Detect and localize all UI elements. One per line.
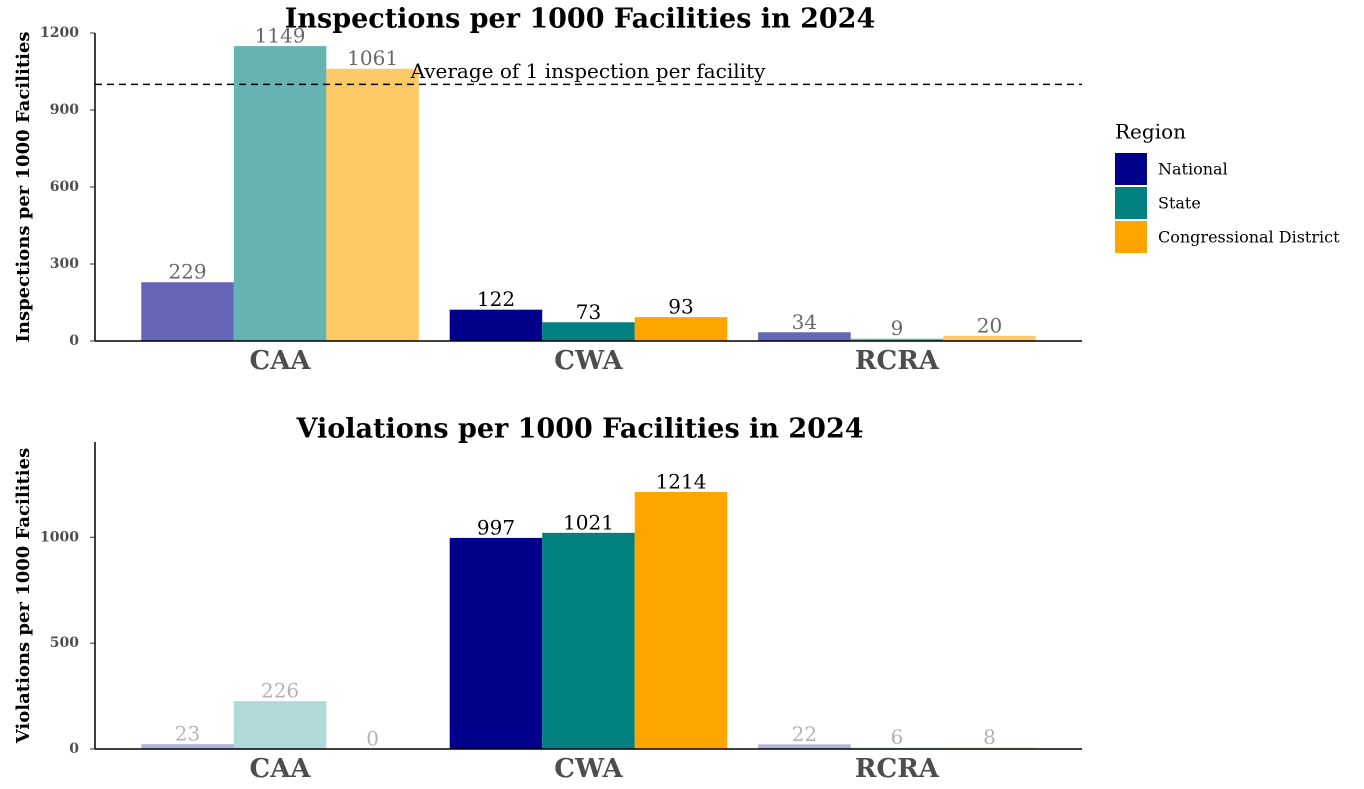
legend-label: National <box>1158 160 1228 179</box>
y-tick-label: 0 <box>69 741 79 757</box>
value-label: 23 <box>175 722 200 746</box>
value-label: 1061 <box>347 46 398 70</box>
bar <box>943 747 1036 749</box>
legend-swatch <box>1115 153 1147 185</box>
value-label: 9 <box>891 316 904 340</box>
chart-title: Violations per 1000 Facilities in 2024 <box>295 414 863 445</box>
y-tick-label: 1000 <box>40 529 79 545</box>
value-label: 997 <box>477 515 515 539</box>
value-label: 1021 <box>563 510 614 534</box>
bar <box>449 309 543 341</box>
y-axis-title: Violations per 1000 Facilities <box>13 448 34 744</box>
x-tick-label: CWA <box>554 346 623 376</box>
bar <box>449 537 543 749</box>
y-tick-label: 600 <box>50 179 79 195</box>
value-label: 1149 <box>255 24 306 48</box>
legend-label: Congressional District <box>1158 228 1340 247</box>
value-label: 73 <box>576 300 601 324</box>
y-tick-label: 900 <box>50 102 79 118</box>
bar <box>634 491 728 749</box>
bar <box>758 332 851 341</box>
value-label: 20 <box>977 313 1002 337</box>
bar <box>758 744 851 749</box>
y-axis-title: Inspections per 1000 Facilities <box>13 31 34 342</box>
reference-label: Average of 1 inspection per facility <box>410 59 767 83</box>
x-tick-label: RCRA <box>855 346 940 376</box>
legend-swatch <box>1115 221 1147 253</box>
bar <box>233 46 327 342</box>
value-label: 122 <box>477 287 515 311</box>
legend-swatch <box>1115 187 1147 219</box>
value-label: 34 <box>792 310 817 334</box>
bar <box>542 322 635 341</box>
bar <box>850 338 944 341</box>
legend-title: Region <box>1115 120 1186 144</box>
y-tick-label: 300 <box>50 256 79 272</box>
legend-label: State <box>1158 194 1201 213</box>
value-label: 8 <box>983 725 996 749</box>
value-label: 93 <box>668 295 693 319</box>
value-label: 1214 <box>656 469 707 493</box>
bar <box>233 701 327 749</box>
value-label: 0 <box>366 727 379 751</box>
value-label: 22 <box>792 722 817 746</box>
bar <box>326 68 419 341</box>
x-tick-label: CAA <box>250 346 312 376</box>
bar <box>542 532 635 749</box>
y-tick-label: 500 <box>50 635 79 651</box>
bar <box>141 744 234 749</box>
bar <box>943 335 1036 341</box>
value-label: 226 <box>261 679 299 703</box>
bar <box>141 282 234 341</box>
value-label: 229 <box>168 260 206 284</box>
x-tick-label: CWA <box>554 754 623 784</box>
y-tick-label: 1200 <box>40 25 79 41</box>
x-tick-label: CAA <box>250 754 312 784</box>
chart-title: Inspections per 1000 Facilities in 2024 <box>285 4 876 35</box>
value-label: 6 <box>891 725 904 749</box>
y-tick-label: 0 <box>69 333 79 349</box>
bar <box>634 317 728 341</box>
x-tick-label: RCRA <box>855 754 940 784</box>
